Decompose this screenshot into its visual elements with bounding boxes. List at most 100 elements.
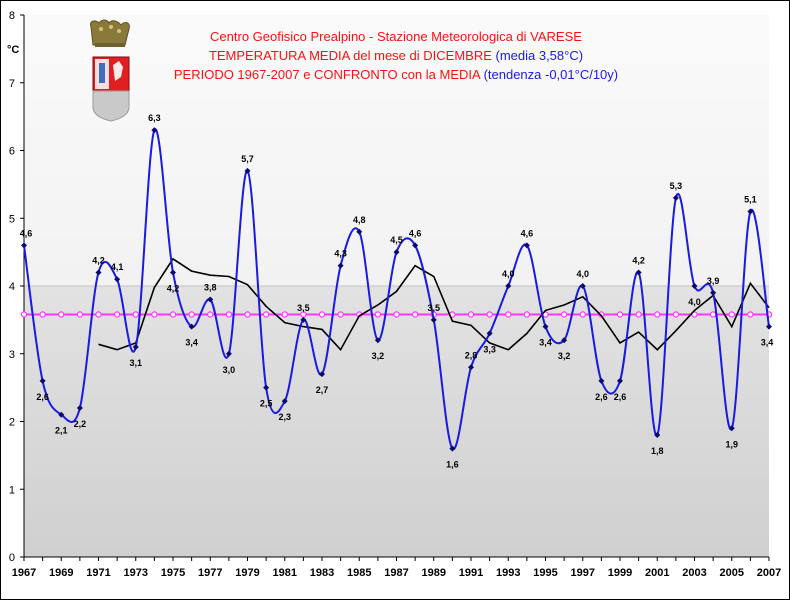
data-point: [486, 330, 493, 337]
data-label: 4,2: [92, 255, 105, 265]
data-point: [672, 194, 679, 201]
data-point: [598, 377, 605, 384]
mean-marker: [318, 311, 326, 318]
data-label: 2,7: [316, 385, 329, 395]
x-tick-label: 1985: [347, 567, 371, 579]
data-label: 3,4: [185, 338, 198, 348]
data-label: 4,8: [353, 215, 366, 225]
mean-marker: [132, 311, 139, 318]
data-label: 3,0: [223, 365, 236, 375]
x-tick-label: 1991: [459, 567, 483, 579]
mean-marker: [560, 311, 568, 318]
data-point: [244, 167, 251, 174]
data-point: [468, 364, 474, 371]
mean-marker: [281, 311, 288, 318]
mean-marker: [169, 311, 177, 318]
data-point: [281, 398, 288, 405]
data-point: [617, 377, 623, 384]
data-label: 4,1: [111, 262, 124, 272]
mean-marker: [151, 311, 158, 318]
y-tick-label: 1: [9, 484, 15, 496]
mean-marker: [393, 311, 400, 318]
mean-marker: [76, 311, 84, 318]
data-label: 3,5: [297, 303, 310, 313]
y-tick-label: 5: [9, 213, 15, 225]
data-point: [76, 404, 83, 411]
mean-marker: [747, 311, 754, 318]
mean-marker: [505, 311, 512, 318]
data-point: [207, 296, 214, 303]
data-point: [691, 283, 698, 289]
mean-marker: [337, 311, 344, 318]
mean-marker: [374, 311, 382, 318]
x-tick-label: 2007: [757, 567, 781, 579]
y-axis-unit-label: °C: [7, 44, 19, 56]
x-tick-label: 1999: [608, 567, 632, 579]
data-point: [654, 432, 661, 439]
chart-title-line-2: TEMPERATURA MEDIA del mese di DICEMBRE (…: [1, 48, 790, 63]
data-point: [300, 316, 307, 323]
upper-band: [24, 15, 769, 286]
data-point: [58, 411, 65, 418]
data-label: 4,0: [688, 297, 701, 307]
mean-marker: [244, 311, 251, 318]
data-label: 3,2: [558, 351, 571, 361]
data-point: [766, 323, 772, 330]
mean-marker: [691, 311, 698, 318]
y-tick-label: 7: [9, 78, 15, 90]
data-label: 4,0: [502, 269, 515, 279]
x-tick-label: 1967: [12, 567, 36, 579]
data-label: 4,6: [521, 228, 534, 238]
mean-marker: [262, 311, 270, 318]
data-label: 6,3: [148, 113, 161, 123]
data-label: 3,2: [372, 351, 385, 361]
data-label: 5,3: [670, 181, 683, 191]
data-label: 2,6: [614, 392, 627, 402]
data-point: [95, 269, 102, 276]
data-point: [374, 337, 381, 344]
data-label: 3,4: [761, 338, 774, 348]
data-point: [263, 384, 270, 391]
data-point: [132, 343, 139, 350]
data-point: [505, 283, 512, 289]
data-label: 4,6: [409, 228, 422, 238]
mean-marker: [672, 311, 680, 318]
x-tick-label: 1973: [124, 567, 148, 579]
data-point: [170, 269, 176, 276]
x-tick-label: 1983: [310, 567, 334, 579]
y-tick-label: 3: [9, 349, 15, 361]
data-point: [114, 276, 121, 283]
data-point: [39, 377, 46, 384]
y-tick-label: 8: [9, 10, 15, 22]
x-tick-label: 2005: [720, 567, 744, 579]
x-tick-label: 1981: [273, 567, 297, 579]
y-tick-label: 6: [9, 146, 15, 158]
mean-marker: [635, 311, 642, 318]
data-point: [319, 371, 325, 378]
data-point: [21, 242, 27, 249]
data-point: [151, 127, 158, 134]
data-point: [449, 445, 456, 452]
data-label: 4,2: [167, 283, 180, 293]
mean-marker: [58, 311, 65, 318]
data-point: [635, 269, 642, 276]
data-label: 3,9: [707, 276, 720, 286]
data-label: 4,0: [576, 269, 589, 279]
data-point: [710, 289, 717, 296]
data-point: [356, 228, 363, 235]
x-tick-label: 2003: [682, 567, 706, 579]
mean-marker: [95, 311, 102, 318]
mean-marker: [523, 311, 531, 318]
title-line-2-mean: (media 3,58°C): [495, 48, 584, 63]
x-tick-label: 1997: [571, 567, 595, 579]
mean-marker: [486, 311, 493, 318]
x-tick-label: 1995: [533, 567, 557, 579]
mean-marker: [709, 311, 717, 318]
mean-marker: [654, 311, 661, 318]
data-label: 1,6: [446, 460, 459, 470]
data-label: 1,8: [651, 446, 664, 456]
data-label: 2,3: [278, 412, 291, 422]
data-label: 2,8: [465, 350, 478, 360]
x-tick-label: 1979: [235, 567, 259, 579]
